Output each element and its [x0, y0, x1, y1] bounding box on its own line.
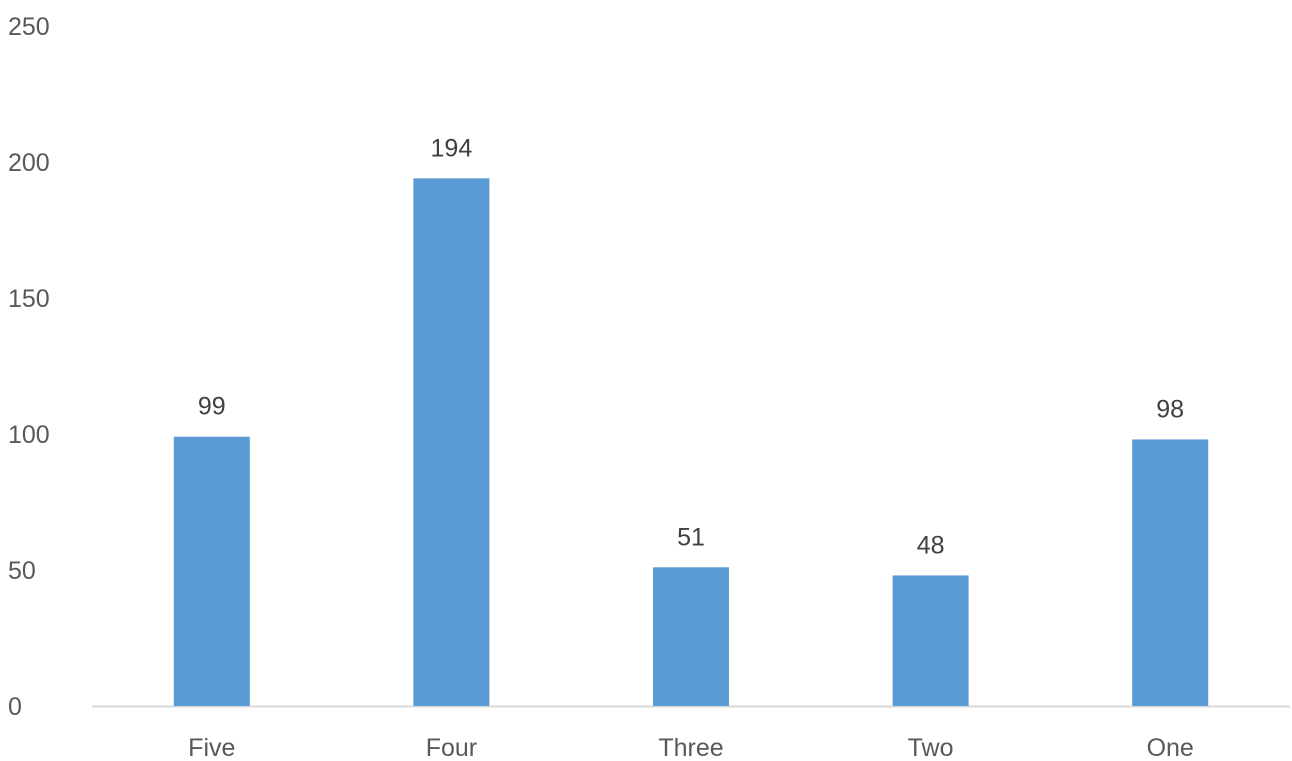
y-axis-ticks: 0 50 100 150 200 250 — [8, 13, 50, 721]
bar-two — [892, 575, 969, 706]
bar-five — [173, 436, 250, 706]
x-tick-label: Four — [426, 734, 477, 761]
bar-four — [413, 178, 490, 706]
x-tick-label: Five — [188, 734, 235, 761]
y-tick-label: 50 — [8, 557, 36, 585]
data-label: 48 — [917, 531, 945, 559]
x-tick-label: One — [1147, 734, 1194, 761]
bar-three — [653, 567, 729, 706]
bar-one — [1132, 439, 1209, 706]
bars-group — [173, 178, 1209, 706]
data-label: 99 — [198, 393, 226, 421]
data-label: 98 — [1156, 395, 1184, 423]
y-tick-label: 100 — [8, 421, 50, 449]
y-tick-label: 0 — [8, 693, 22, 721]
data-labels-group: 99 194 51 48 98 — [198, 134, 1184, 559]
y-tick-label: 200 — [8, 149, 50, 177]
x-axis-labels: Five Four Three Two One — [188, 734, 1194, 761]
y-tick-label: 150 — [8, 285, 50, 313]
x-tick-label: Two — [908, 734, 954, 761]
data-label: 51 — [677, 523, 705, 551]
y-tick-label: 250 — [8, 13, 50, 41]
x-tick-label: Three — [658, 734, 723, 761]
data-label: 194 — [431, 134, 473, 162]
